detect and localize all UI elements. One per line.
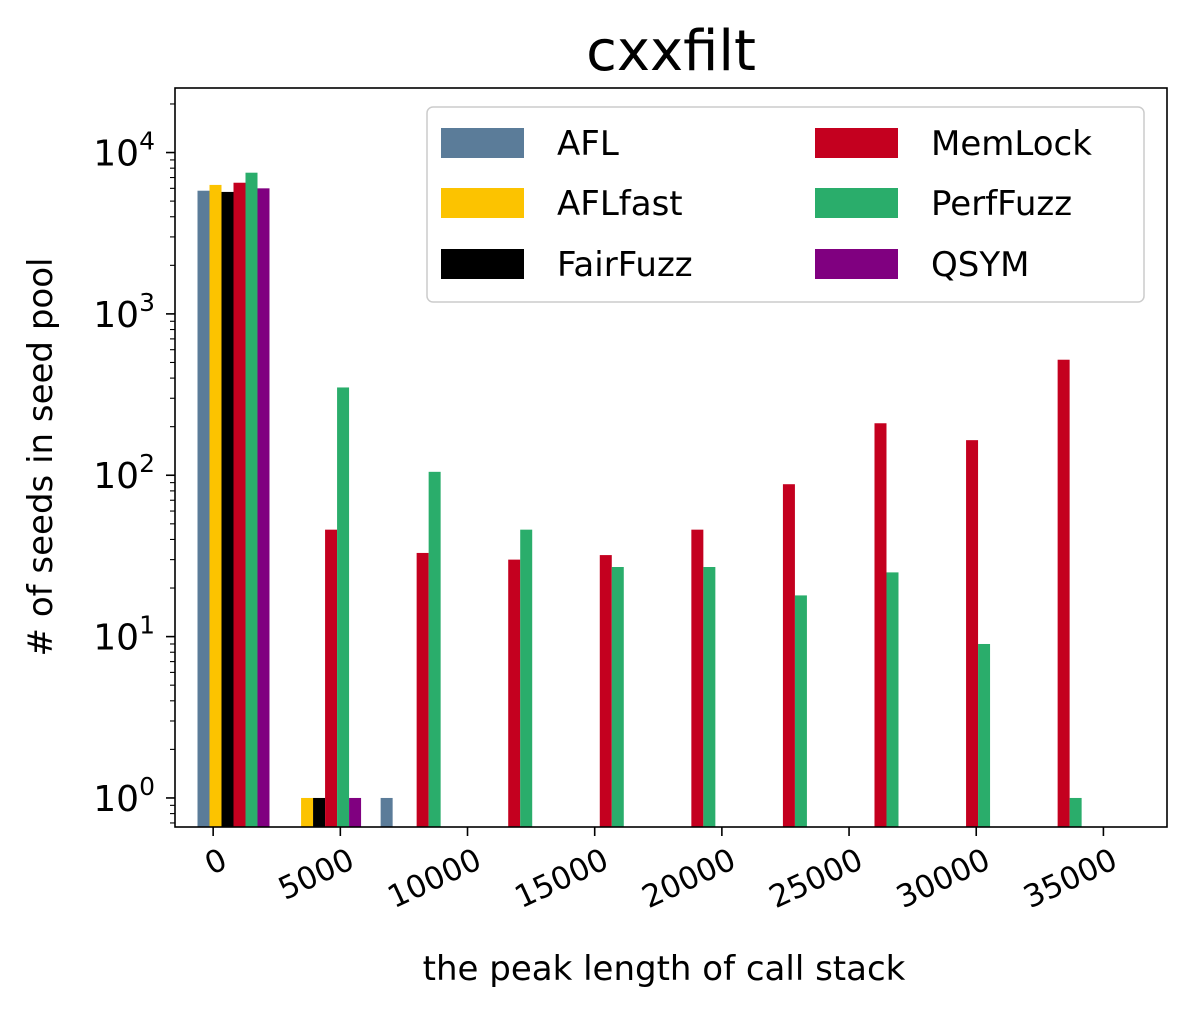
x-tick-label: 5000	[273, 842, 360, 908]
bars-layer	[197, 172, 1082, 828]
x-tick-label: 25000	[764, 842, 869, 916]
x-axis-label: the peak length of call stack	[423, 949, 906, 989]
bar-memlock-7	[874, 423, 887, 827]
legend-swatch-aflfast	[441, 188, 524, 218]
legend-label-perffuzz: PerfFuzz	[931, 184, 1072, 224]
legend-label-aflfast: AFLfast	[557, 184, 683, 224]
x-tick-label: 20000	[637, 842, 742, 916]
bar-memlock-4	[599, 555, 612, 827]
bar-perffuzz-7	[886, 572, 899, 827]
legend: AFL AFLfast FairFuzz MemLock PerfFuzz QSYM	[426, 106, 1145, 303]
x-tick-label: 10000	[382, 842, 487, 916]
bar-memlock-9	[1057, 359, 1070, 827]
bar-perffuzz-9	[1069, 797, 1082, 827]
bar-qsym-1	[349, 797, 362, 827]
bar-memlock-3	[508, 559, 521, 827]
bar-memlock-6	[782, 484, 795, 827]
legend-swatch-fairfuzz	[441, 249, 524, 279]
bar-afl-2	[380, 797, 393, 827]
y-tick-label: 102	[93, 449, 155, 497]
legend-swatch-afl	[441, 128, 524, 158]
y-axis-ticks: 100 101 102 103 104	[93, 103, 175, 824]
x-axis-ticks: 0 5000 10000 15000 20000 25000 30000 35000	[199, 827, 1123, 916]
bar-perffuzz-2	[428, 471, 441, 827]
bar-aflfast-1	[301, 797, 314, 827]
bar-afl-0	[197, 190, 210, 827]
bar-perffuzz-8	[978, 643, 991, 827]
bar-perffuzz-4	[611, 567, 624, 827]
bar-perffuzz-3	[520, 529, 533, 827]
bar-perffuzz-6	[794, 595, 807, 827]
bar-perffuzz-5	[703, 567, 716, 827]
y-tick-label: 103	[93, 288, 155, 336]
bar-fairfuzz-1	[313, 797, 326, 827]
bar-memlock-8	[966, 440, 979, 827]
legend-swatch-qsym	[815, 249, 898, 279]
bar-memlock-5	[691, 529, 704, 827]
legend-label-afl: AFL	[557, 124, 619, 164]
bar-memlock-1	[325, 529, 338, 827]
bar-qsym-0	[257, 188, 270, 828]
bar-perffuzz-0	[245, 172, 258, 827]
x-tick-label: 30000	[891, 842, 996, 916]
chart-title: cxxfilt	[586, 19, 756, 84]
x-tick-label: 0	[199, 842, 232, 883]
bar-memlock-2	[416, 552, 429, 827]
bar-memlock-0	[233, 182, 246, 828]
y-tick-label: 100	[93, 772, 155, 820]
y-tick-label: 104	[93, 127, 155, 175]
bar-aflfast-0	[209, 184, 222, 828]
plot-frame	[174, 87, 1168, 828]
bar-fairfuzz-0	[221, 191, 234, 827]
y-axis-label: # of seeds in seed pool	[21, 258, 61, 657]
bar-perffuzz-1	[337, 387, 350, 827]
x-tick-label: 35000	[1018, 842, 1123, 916]
y-tick-label: 101	[93, 611, 155, 659]
legend-label-memlock: MemLock	[931, 124, 1092, 164]
x-tick-label: 15000	[509, 842, 614, 916]
legend-label-qsym: QSYM	[931, 245, 1029, 285]
legend-swatch-memlock	[815, 128, 898, 158]
legend-frame	[426, 106, 1145, 303]
legend-swatch-perffuzz	[815, 188, 898, 218]
legend-label-fairfuzz: FairFuzz	[557, 245, 693, 285]
